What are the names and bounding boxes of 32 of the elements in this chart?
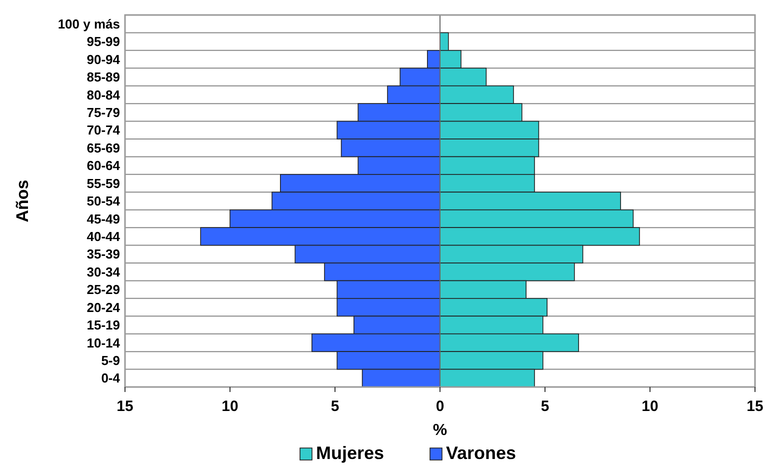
y-tick-label: 20-24 — [86, 300, 121, 315]
y-tick-label: 0-4 — [101, 370, 121, 386]
x-tick-label: 15 — [116, 398, 134, 415]
y-tick-label: 45-49 — [86, 211, 120, 226]
y-tick-label: 35-39 — [86, 246, 120, 262]
x-axis-title: % — [432, 422, 448, 439]
y-tick-label: 80-84 — [86, 87, 121, 102]
x-tick-label: 10 — [642, 398, 658, 415]
y-tick-label: 60-64 — [86, 158, 121, 174]
y-tick-label: 5-9 — [101, 352, 120, 368]
legend-label: Varones — [446, 443, 516, 463]
legend-label: Mujeres — [316, 443, 384, 463]
x-tick-label: 5 — [540, 398, 550, 415]
y-tick-label: 30-34 — [86, 264, 121, 280]
y-axis-title: Años — [13, 180, 32, 222]
y-tick-label: 100 y más — [58, 16, 120, 32]
y-tick-label: 70-74 — [86, 122, 121, 138]
y-tick-label: 40-44 — [86, 228, 121, 244]
x-tick-label: 15 — [746, 398, 764, 415]
y-tick-label: 25-29 — [86, 282, 120, 298]
x-tick-label: 0 — [436, 398, 444, 415]
y-tick-label: 95-99 — [86, 34, 120, 50]
y-tick-label: 10-14 — [86, 335, 121, 350]
y-tick-label: 15-19 — [86, 318, 120, 333]
y-tick-label: 75-79 — [86, 104, 120, 120]
x-tick-label: 10 — [222, 398, 238, 415]
y-tick-label: 90-94 — [86, 52, 121, 67]
y-tick-label: 65-69 — [86, 140, 120, 156]
x-tick-label: 5 — [330, 398, 340, 415]
y-tick-label: 50-54 — [86, 194, 121, 209]
y-tick-label: 55-59 — [86, 176, 120, 191]
y-tick-label: 85-89 — [86, 70, 120, 85]
